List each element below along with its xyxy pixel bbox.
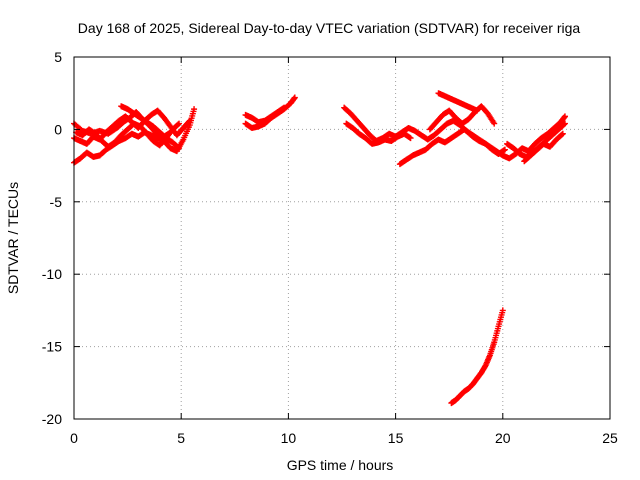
y-tick-label: -20 xyxy=(42,411,62,427)
y-tick-label: 5 xyxy=(54,49,62,65)
x-axis-label: GPS time / hours xyxy=(287,457,394,473)
data-point xyxy=(501,146,508,153)
series-arc-5 xyxy=(118,103,183,152)
data-point xyxy=(561,121,568,128)
y-tick-label: -15 xyxy=(42,339,62,355)
series-arc-10 xyxy=(396,113,568,168)
data-point xyxy=(491,120,498,127)
y-tick-label: -5 xyxy=(50,194,63,210)
data-point xyxy=(175,144,182,151)
series-arc-9 xyxy=(343,120,414,147)
data-point xyxy=(185,118,192,125)
series-arc-11 xyxy=(426,103,498,133)
series-arc-7 xyxy=(242,104,288,126)
x-tick-label: 25 xyxy=(602,430,618,446)
chart-title: Day 168 of 2025, Sidereal Day-to-day VTE… xyxy=(78,20,581,36)
y-tick-label: 0 xyxy=(54,121,62,137)
data-point xyxy=(175,121,182,128)
axis-ticks: 0 5 10 15 20 25 5 0 -5 -10 -15 -20 xyxy=(42,49,618,446)
x-tick-label: 10 xyxy=(281,430,297,446)
data-point xyxy=(407,135,414,142)
data-point xyxy=(559,130,566,137)
data-point xyxy=(176,145,183,152)
x-tick-label: 20 xyxy=(495,430,511,446)
data-point xyxy=(561,120,568,127)
data-point xyxy=(499,307,506,314)
series-arc-15 xyxy=(448,307,506,407)
x-tick-label: 15 xyxy=(388,430,404,446)
data-point xyxy=(191,106,198,113)
data-point xyxy=(474,107,481,114)
series-arc-12 xyxy=(435,90,481,114)
series-arc-6 xyxy=(242,94,298,131)
data-point xyxy=(186,117,193,124)
data-point xyxy=(291,94,298,101)
data-point xyxy=(561,113,568,120)
y-axis-label: SDTVAR / TECUs xyxy=(5,182,21,294)
grid xyxy=(74,57,610,419)
y-tick-label: -10 xyxy=(42,266,62,282)
data-point xyxy=(281,104,288,111)
data-points xyxy=(71,90,568,407)
x-tick-label: 0 xyxy=(70,430,78,446)
series-arc-14 xyxy=(521,130,566,165)
plot-frame xyxy=(73,56,611,420)
data-point xyxy=(558,131,565,138)
x-tick-label: 5 xyxy=(177,430,185,446)
data-point xyxy=(165,130,172,137)
data-point xyxy=(176,120,183,127)
